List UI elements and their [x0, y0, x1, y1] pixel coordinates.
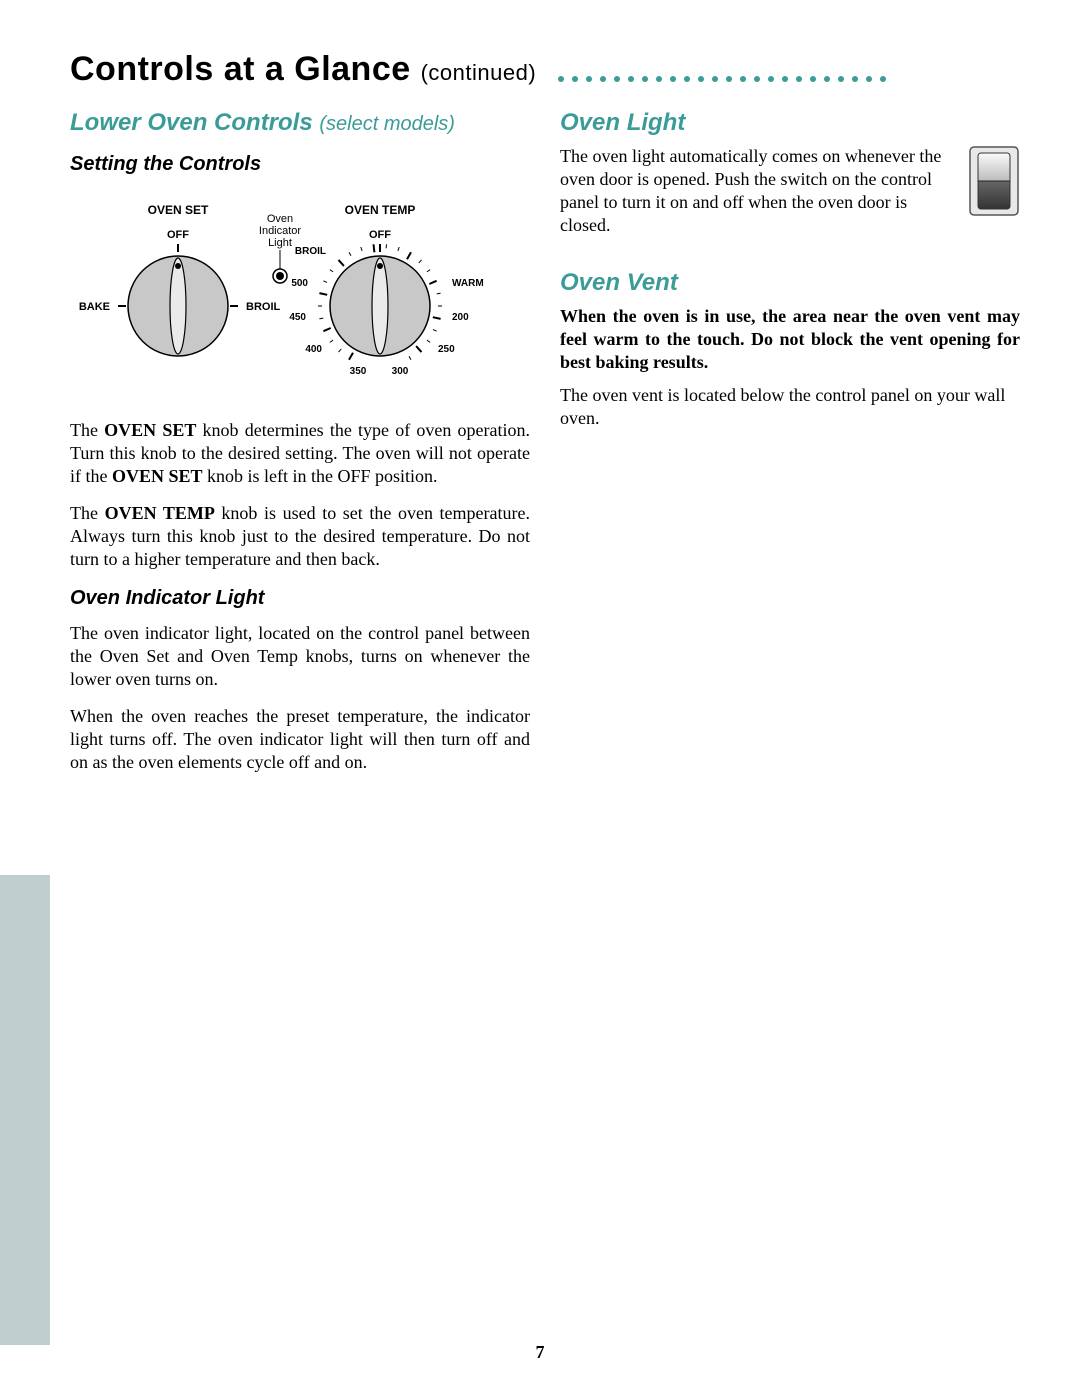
left-knob-off: OFF	[167, 229, 189, 241]
oven-temp-paragraph: The OVEN TEMP knob is used to set the ov…	[70, 502, 530, 571]
oven-vent-heading: Oven Vent	[560, 269, 1020, 297]
main-title-text: Controls at a Glance	[70, 50, 411, 88]
indicator-paragraph-1: The oven indicator light, located on the…	[70, 622, 530, 691]
temp-400: 400	[305, 344, 322, 355]
oven-vent-paragraph: The oven vent is located below the contr…	[560, 384, 1020, 430]
left-knob-bake: BAKE	[79, 301, 110, 313]
lower-oven-controls-heading: Lower Oven Controls (select models)	[70, 109, 530, 137]
right-knob-pointer-dot	[377, 263, 383, 269]
temp-300: 300	[392, 366, 409, 377]
oven-indicator-light-heading: Oven Indicator Light	[70, 587, 530, 610]
temp-warm: WARM	[452, 278, 484, 289]
main-heading: Controls at a Glance (continued)	[70, 50, 1020, 91]
left-knob-handle	[170, 258, 186, 354]
temp-200: 200	[452, 312, 469, 323]
dotted-leader	[554, 52, 890, 91]
section-title-sub: (select models)	[319, 113, 455, 135]
oven-knob-diagram: OVEN SET OVEN TEMP Oven Indicator Light …	[70, 194, 530, 399]
temp-500: 500	[291, 278, 308, 289]
oven-set-paragraph: The OVEN SET knob determines the type of…	[70, 419, 530, 488]
oven-vent-bold-paragraph: When the oven is in use, the area near t…	[560, 305, 1020, 374]
page-number: 7	[0, 1342, 1080, 1363]
left-knob-pointer-dot	[175, 263, 181, 269]
oven-temp-label: OVEN TEMP	[345, 203, 416, 217]
left-knob-broil: BROIL	[246, 301, 281, 313]
oven-light-paragraph: The oven light automatically comes on wh…	[560, 145, 956, 237]
setting-controls-heading: Setting the Controls	[70, 153, 530, 176]
temp-450: 450	[289, 312, 306, 323]
knob-svg: OVEN SET OVEN TEMP Oven Indicator Light …	[70, 194, 510, 394]
left-column: Lower Oven Controls (select models) Sett…	[70, 109, 530, 788]
temp-250: 250	[438, 344, 455, 355]
temp-broil: BROIL	[295, 246, 326, 257]
right-knob-handle	[372, 258, 388, 354]
side-tab	[0, 875, 50, 1345]
indicator-label-2: Indicator	[259, 225, 302, 237]
page-content: Controls at a Glance (continued) Lower O…	[0, 0, 1080, 808]
right-column: Oven Light The oven light automatically …	[560, 109, 1020, 788]
oven-light-heading: Oven Light	[560, 109, 1020, 137]
indicator-light-inner	[276, 272, 284, 280]
temp-350: 350	[350, 366, 367, 377]
rocker-switch-icon	[968, 145, 1020, 217]
right-knob-off: OFF	[369, 229, 391, 241]
main-title-continued: (continued)	[421, 60, 537, 85]
indicator-label-3: Light	[268, 237, 292, 249]
section-title: Lower Oven Controls	[70, 109, 313, 136]
oven-set-label: OVEN SET	[148, 203, 209, 217]
indicator-paragraph-2: When the oven reaches the preset tempera…	[70, 705, 530, 774]
indicator-label-1: Oven	[267, 213, 293, 225]
